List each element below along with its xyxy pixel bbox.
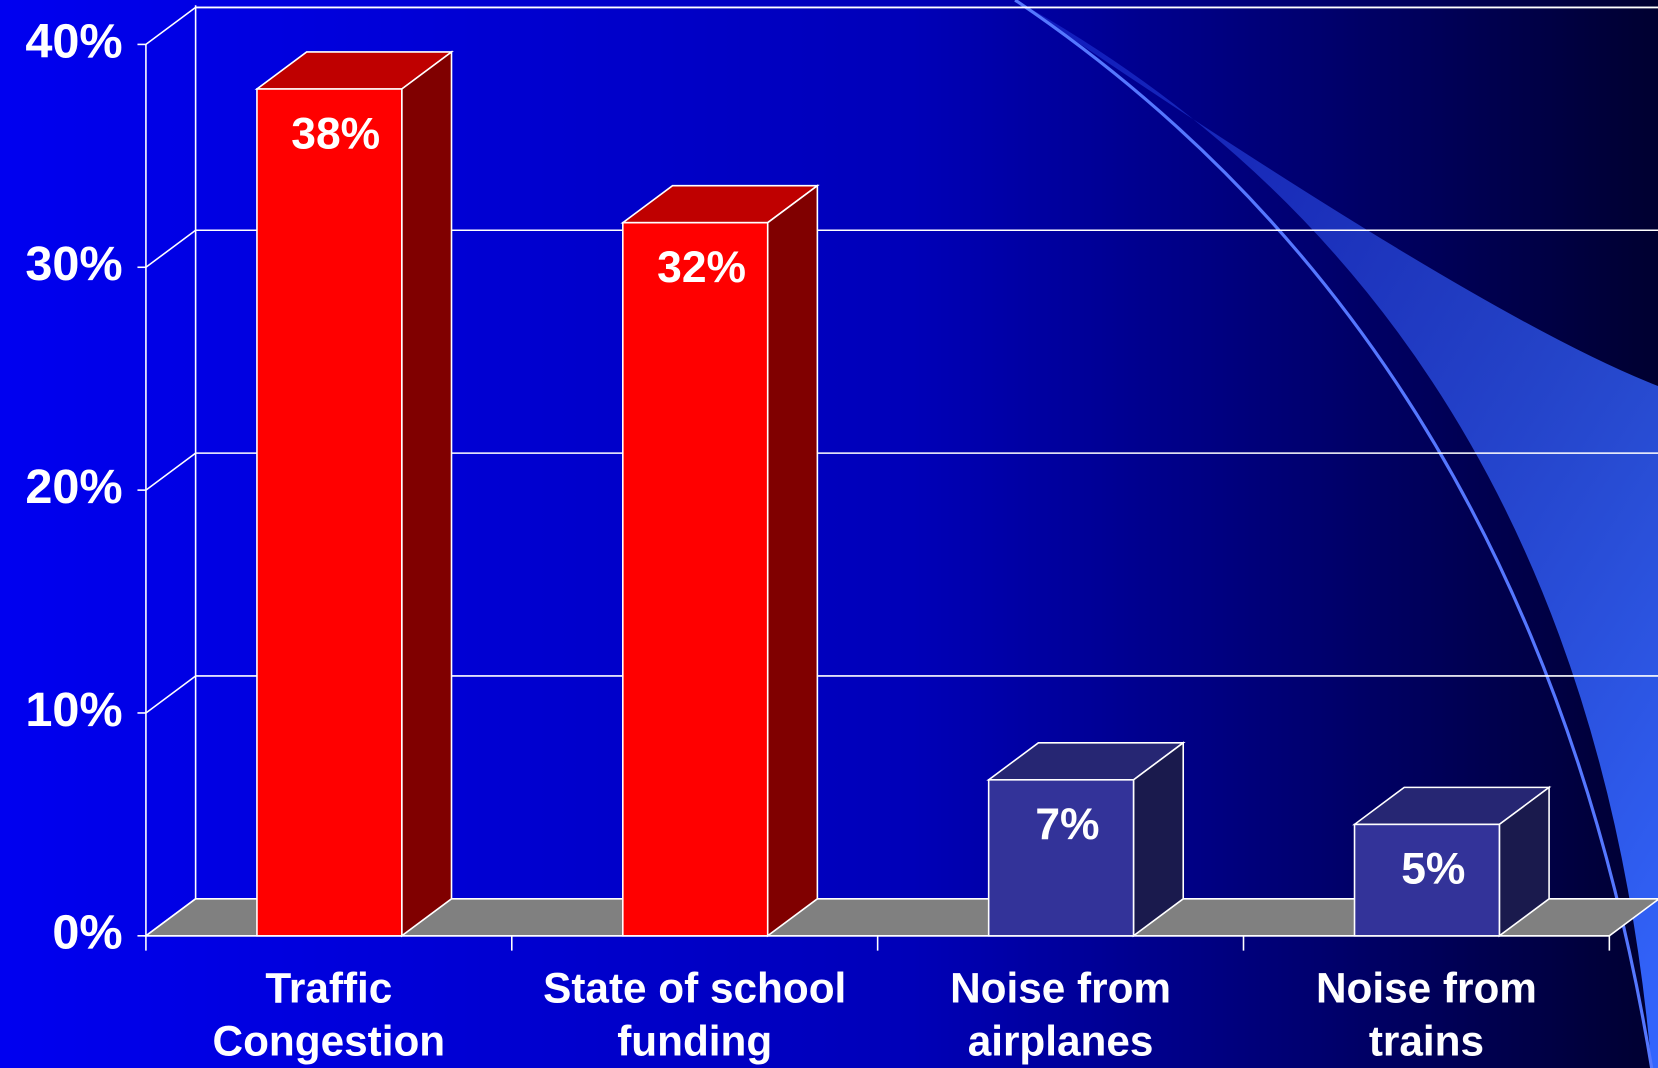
x-tick-label-box: Traffic Congestion	[212, 965, 446, 1065]
bar-front	[622, 221, 769, 937]
value-label: 38%	[291, 109, 380, 158]
y-tick-label: 30%	[25, 237, 122, 291]
decorative-swoosh	[1015, 0, 1658, 1068]
y-tick-line	[145, 229, 197, 268]
bar	[1352, 785, 1552, 938]
y-tick-line	[145, 6, 197, 46]
y-tick-line	[145, 675, 197, 714]
bar-side	[766, 184, 819, 938]
x-tick-label: Traffic Congestion	[212, 965, 446, 1065]
bar-front	[1353, 823, 1501, 937]
x-tick-label: Noise from airplanes	[950, 965, 1172, 1065]
y-tick-label: 20%	[25, 460, 122, 514]
decorative-curve	[1014, 0, 1654, 1068]
y-tick-label: 40%	[25, 14, 122, 68]
x-tick-label: State of school funding	[543, 965, 847, 1065]
x-tick-label: Noise from trains	[1315, 965, 1537, 1065]
y-tick-label: 0%	[52, 906, 122, 960]
y-tick-label: 10%	[25, 683, 122, 737]
bar-front	[987, 779, 1135, 937]
x-tick-label-box: State of school funding	[543, 965, 847, 1065]
value-label: 7%	[1035, 800, 1099, 849]
y-tick-line	[145, 452, 197, 491]
bar	[986, 741, 1186, 938]
value-label: 32%	[657, 243, 746, 292]
x-tick-label-box: Noise from trains	[1315, 965, 1537, 1065]
bar	[254, 50, 454, 938]
value-label: 5%	[1401, 845, 1465, 894]
bar-side	[401, 50, 453, 938]
bar-front	[256, 88, 403, 937]
x-tick-label-box: Noise from airplanes	[950, 965, 1172, 1065]
bar	[620, 184, 820, 938]
